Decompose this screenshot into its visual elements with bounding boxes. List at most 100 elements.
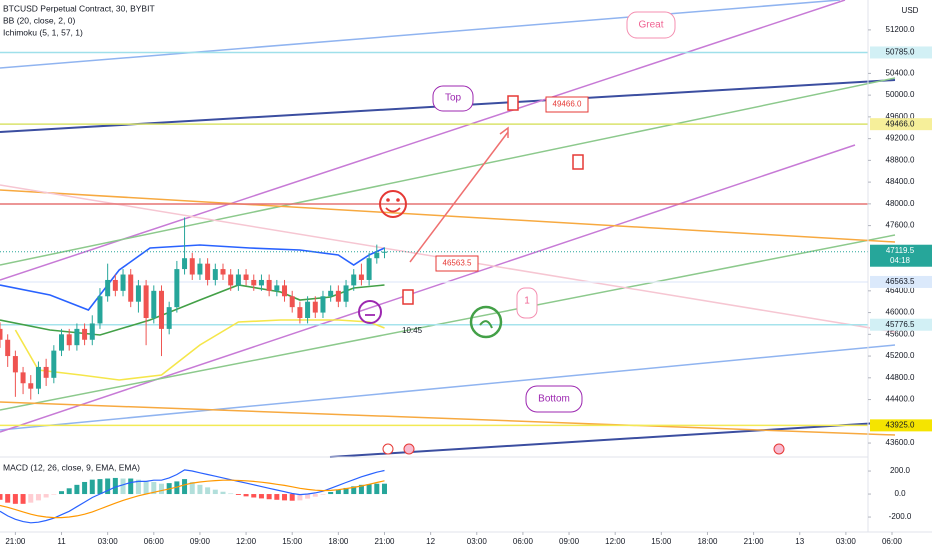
macd-hist-bar [51,494,57,495]
macd-hist-bar [20,494,26,504]
x-tick-label: 03:00 [836,537,857,546]
candle-body [205,263,211,280]
macd-hist-bar [297,494,303,501]
smile-icon [379,190,407,218]
x-tick-label: 09:00 [190,537,211,546]
macd-hist-bar [66,488,72,495]
macd-hist-bar [89,479,95,495]
price-label-bg [870,318,932,331]
macd-hist-bar [266,494,272,500]
callout [626,11,676,39]
candle-body [97,296,103,324]
macd-hist-bar [366,484,372,495]
candle-body [120,274,126,291]
candle-body [59,334,65,351]
candle-body [105,279,111,297]
x-tick-label: 12:00 [236,537,257,546]
y-tick-label: 48000.0 [886,199,915,208]
macd-hist-bar [335,489,341,495]
hand-icon [507,95,519,111]
macd-hist-bar [351,486,357,495]
x-tick-label: 03:00 [98,537,119,546]
event-icon [403,443,415,455]
y-tick-label: 46000.0 [886,308,915,317]
candle-body [112,279,118,291]
candle-body [212,269,218,280]
macd-hist-bar [197,484,203,495]
macd-title: MACD (12, 26, close, 9, EMA, EMA) [3,462,140,472]
countdown-label: 04:18 [890,256,911,265]
x-tick-label: 09:00 [559,537,580,546]
trend-line [0,401,896,436]
candle-body [258,279,264,286]
macd-hist-bar [112,477,118,495]
macd-y-tick-label: -200.0 [889,512,912,521]
candle-body [358,274,364,280]
candle-body [320,296,326,313]
price-label-bg [870,118,932,131]
macd-hist-bar [228,493,234,495]
annotation-text: Great [638,20,663,31]
x-tick-label: 21:00 [5,537,26,546]
candle-body [266,279,272,291]
candle-body [158,290,164,329]
candle-body [174,269,180,308]
price-note [545,96,589,113]
macd-line [0,469,385,524]
trend-line [0,234,896,411]
y-tick-label: 48400.0 [886,177,915,186]
macd-hist-bar [212,489,218,495]
arrow-head [499,126,509,138]
y-tick-label: 49200.0 [886,134,915,143]
y-tick-label: 44400.0 [886,395,915,404]
hand-icon [402,289,414,305]
x-tick-label: 18:00 [697,537,718,546]
macd-hist-bar [312,494,318,497]
macd-hist-bar [0,494,3,500]
indicator-line [14,319,385,381]
annotation-text: 46563.5 [443,259,472,268]
y-tick-label: 44800.0 [886,373,915,382]
macd-hist-bar [343,487,349,495]
callout [432,85,474,112]
candle-body [135,285,141,302]
candle-body [289,296,295,308]
macd-hist-bar [374,483,380,495]
macd-hist-bar [158,483,164,495]
macd-hist-bar [243,494,249,497]
candle-body [297,307,303,319]
macd-hist-bar [35,494,41,501]
macd-hist-bar [59,491,65,495]
x-tick-label: 21:00 [744,537,765,546]
macd-hist-bar [282,494,288,501]
annotation-text: 49466.0 [553,100,582,109]
y-tick-label: 47600.0 [886,221,915,230]
axes: 51200.0 50400.0 50000.0 49600.0 49200.0 48800… [5,25,932,546]
chart-title: BTCUSD Perpetual Contract, 30, BYBIT [3,3,155,13]
smile-eye [386,198,390,202]
candle-body [220,269,226,275]
x-tick-label: 06:00 [882,537,903,546]
macd-hist-bar [151,481,157,495]
candle-body [312,301,318,313]
annotation-text: 1 [524,296,530,307]
candle-body [43,366,49,378]
macd-hist-bar [128,478,134,495]
indicator-label: Ichimoku (5, 1, 57, 1) [3,27,83,37]
candle-body [28,383,34,389]
y-tick-label: 50000.0 [886,90,915,99]
annotation-text: Bottom [538,394,570,405]
price-label: 45776.5 [886,320,915,329]
candle-body [235,274,241,286]
face-mouth [479,320,493,329]
candle-body [82,328,88,340]
candle-body [243,274,249,280]
macd-hist-bar [251,494,257,498]
price-label: 49466.0 [886,119,915,128]
macd-hist-bar [289,494,295,501]
currency-label: USD [902,6,919,15]
y-tick-label: 49600.0 [886,112,915,121]
candle-body [228,274,234,286]
x-tick-label: 18:00 [328,537,349,546]
